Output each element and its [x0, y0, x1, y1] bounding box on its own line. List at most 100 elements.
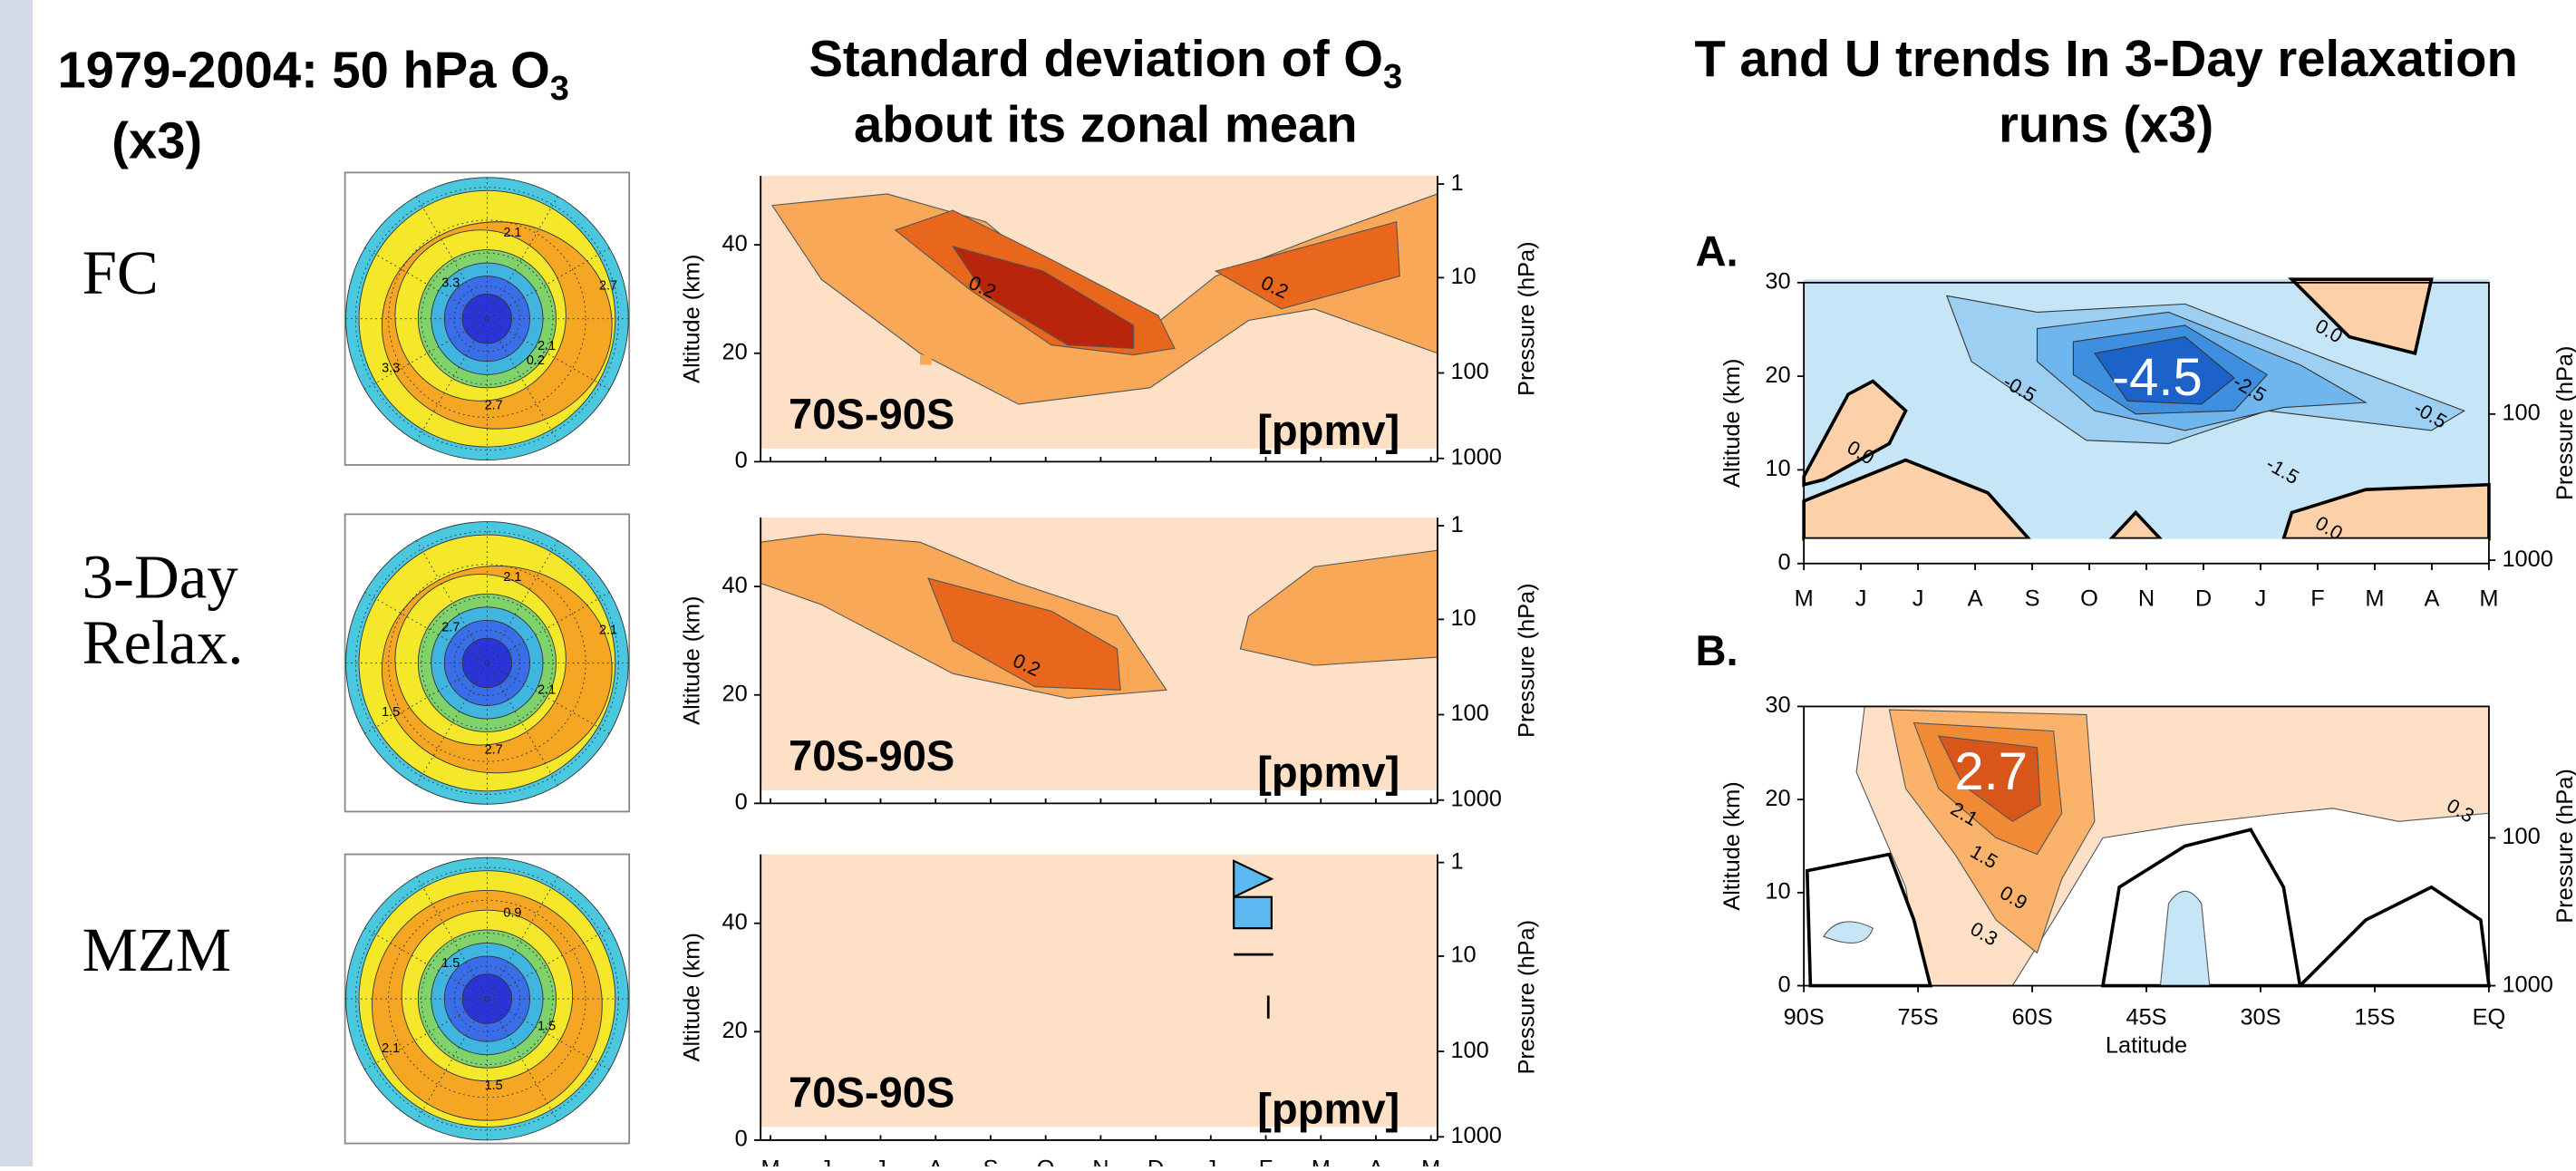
map-contour-label: 2.1 — [599, 623, 617, 637]
map-contour-label: 0.9 — [503, 906, 521, 921]
row-label: FC — [82, 238, 159, 307]
y2-tick-label: 10 — [1450, 943, 1476, 968]
x-tick-label: M — [2479, 586, 2498, 611]
x-tick-label: A — [1968, 586, 1983, 611]
panel-letter: B. — [1696, 626, 1738, 674]
x-tick-label: J — [819, 1156, 831, 1166]
y-tick-label: 40 — [721, 231, 747, 256]
x-tick-label: 15S — [2354, 1005, 2395, 1031]
y2-axis-label: Pressure (hPa) — [1514, 583, 1539, 738]
y-tick-label: 20 — [721, 339, 747, 364]
x-tick-label: A — [2424, 586, 2439, 611]
map-contour-label: 1.5 — [537, 1019, 556, 1033]
map-contour-label: 2.1 — [537, 339, 556, 353]
x-tick-label: J — [1855, 586, 1867, 611]
x-tick-label: N — [1092, 1156, 1109, 1166]
row-label: MZM — [82, 915, 232, 984]
x-tick-label: 45S — [2126, 1005, 2166, 1031]
title-left-sub: 3 — [550, 70, 569, 108]
x-tick-label: EQ — [2473, 1005, 2506, 1031]
region-label: 70S-90S — [789, 731, 954, 779]
map-contour-label: 1.5 — [382, 705, 400, 720]
y-axis-label: Altitude (km) — [1719, 781, 1745, 910]
y-tick-label: 10 — [1765, 879, 1790, 905]
map-contour-label: 0.2 — [527, 353, 545, 368]
map-contour-label: 2.1 — [537, 683, 556, 698]
x-tick-label: 75S — [1898, 1005, 1939, 1031]
x-tick-label: F — [1259, 1156, 1273, 1166]
unit-label: [ppmv] — [1257, 1085, 1399, 1133]
titles: 1979-2004: 50 hPa O3 (x3) Standard devia… — [57, 30, 2517, 169]
unit-label: [ppmv] — [1257, 748, 1399, 796]
x-tick-label: D — [2195, 586, 2212, 611]
y-tick-label: 20 — [721, 681, 747, 706]
y2-tick-label: 10 — [1450, 264, 1476, 289]
map-contour-label: 1.5 — [485, 1079, 503, 1093]
y-tick-label: 20 — [1765, 786, 1790, 811]
x-tick-label: N — [2138, 586, 2155, 611]
map-contour-label: 1.5 — [441, 956, 460, 971]
region-label: 70S-90S — [789, 1068, 954, 1116]
side-strip — [0, 0, 33, 1166]
map-contour-label: 2.1 — [503, 570, 521, 585]
y-axis-label: Altitude (km) — [680, 933, 705, 1061]
y2-tick-label: 100 — [2502, 401, 2540, 426]
x-axis-label: Latitude — [2106, 1032, 2187, 1058]
title-right: T and U trends In 3-Day relaxation — [1694, 30, 2517, 87]
x-tick-label: O — [1037, 1156, 1055, 1166]
map-contour-label: 3.3 — [382, 362, 400, 376]
x-tick-label: M — [2365, 586, 2384, 611]
y-tick-label: 0 — [1778, 549, 1791, 575]
y-tick-label: 40 — [721, 909, 747, 934]
x-tick-label: S — [2025, 586, 2040, 611]
panel-letter: A. — [1696, 227, 1738, 275]
x-tick-label: 30S — [2240, 1005, 2281, 1031]
contours — [760, 176, 1438, 1140]
title-left: 1979-2004: 50 hPa O — [57, 41, 549, 98]
peak-label: 2.7 — [1954, 742, 2028, 801]
x-tick-label: J — [1913, 586, 1924, 611]
y-tick-label: 10 — [1765, 456, 1790, 481]
y-axis-label: Altitude (km) — [680, 255, 705, 383]
y-axis-label: Altitude (km) — [680, 596, 705, 725]
y2-tick-label: 100 — [1450, 359, 1488, 384]
y-tick-label: 0 — [1778, 972, 1791, 997]
maps: 2.12.73.33.32.12.70.22.12.71.52.72.12.11… — [345, 172, 630, 1143]
title-right-2: runs (x3) — [1999, 95, 2213, 152]
peak-label: -4.5 — [2112, 348, 2203, 407]
y2-tick-label: 1000 — [1450, 786, 1501, 811]
title-middle: Standard deviation of O — [809, 30, 1383, 87]
x-tick-label: O — [2080, 586, 2098, 611]
unit-label: [ppmv] — [1257, 406, 1399, 454]
svg-text:1979-2004: 50 hPa O3: 1979-2004: 50 hPa O3 — [57, 41, 569, 107]
x-tick-label: M — [1795, 586, 1814, 611]
title-middle-sub: 3 — [1383, 58, 1402, 96]
row-label: Relax. — [82, 608, 244, 677]
svg-text:Standard deviation of O3: Standard deviation of O3 — [809, 30, 1402, 96]
row-label: 3-Day — [82, 542, 239, 611]
title-left-2: (x3) — [111, 111, 202, 169]
x-tick-label: S — [983, 1156, 998, 1166]
map-contour-label: 2.7 — [485, 742, 503, 757]
region-label: 70S-90S — [789, 390, 954, 438]
map-contour-label: 2.1 — [503, 226, 521, 240]
y2-tick-label: 100 — [1450, 1038, 1488, 1063]
map-contour-label: 2.7 — [599, 279, 617, 294]
y2-axis-label: Pressure (hPa) — [2552, 769, 2576, 924]
y-tick-label: 30 — [1765, 269, 1790, 295]
y2-tick-label: 1 — [1450, 848, 1463, 874]
title-middle-2: about its zonal mean — [854, 95, 1358, 152]
y2-tick-label: 100 — [2502, 824, 2540, 849]
y2-axis-label: Pressure (hPa) — [1514, 241, 1539, 396]
y2-tick-label: 100 — [1450, 701, 1488, 726]
y2-tick-label: 1000 — [1450, 444, 1501, 469]
x-tick-label: J — [1205, 1156, 1216, 1166]
y-tick-label: 0 — [735, 789, 748, 815]
y2-tick-label: 1000 — [1450, 1123, 1501, 1148]
map-contour-label: 2.7 — [485, 399, 503, 413]
x-tick-label: J — [875, 1156, 886, 1166]
y-tick-label: 30 — [1765, 692, 1790, 718]
y2-tick-label: 1000 — [2502, 547, 2552, 572]
x-tick-label: M — [1312, 1156, 1331, 1166]
